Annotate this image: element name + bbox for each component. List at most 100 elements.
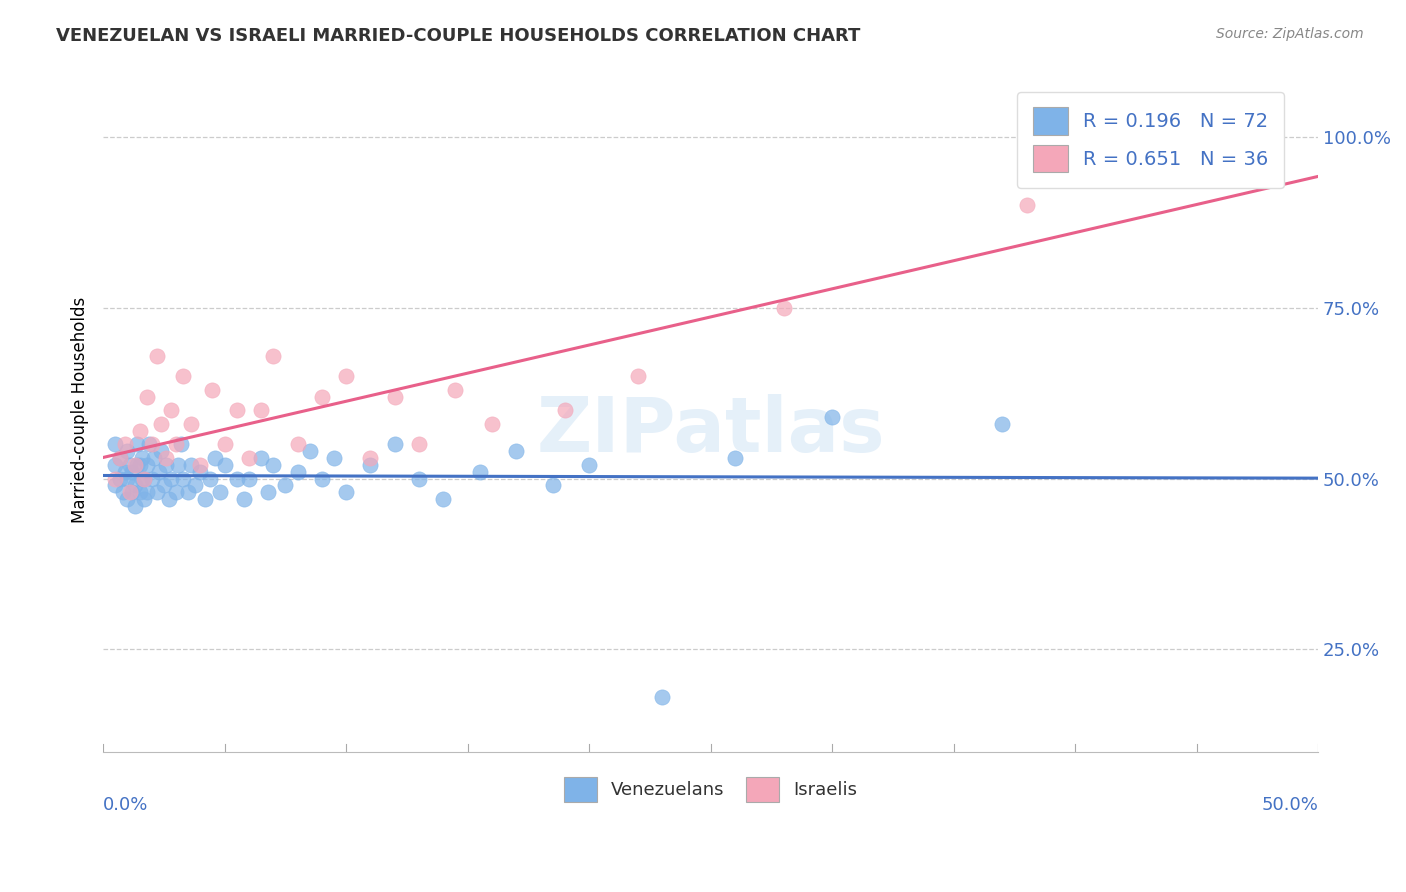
Point bbox=[135, 390, 157, 404]
Point bbox=[145, 349, 167, 363]
Point bbox=[114, 465, 136, 479]
Point bbox=[311, 390, 333, 404]
Point bbox=[141, 437, 163, 451]
Point bbox=[323, 451, 346, 466]
Point bbox=[201, 383, 224, 397]
Point bbox=[262, 349, 284, 363]
Point bbox=[335, 485, 357, 500]
Point bbox=[145, 485, 167, 500]
Point bbox=[1258, 129, 1281, 144]
Point bbox=[384, 437, 406, 451]
Point bbox=[233, 491, 256, 506]
Point bbox=[172, 471, 194, 485]
Point bbox=[135, 485, 157, 500]
Point bbox=[724, 451, 747, 466]
Point bbox=[772, 301, 794, 315]
Point bbox=[184, 478, 207, 492]
Point bbox=[444, 383, 467, 397]
Point bbox=[287, 437, 309, 451]
Point bbox=[128, 424, 150, 438]
Text: Source: ZipAtlas.com: Source: ZipAtlas.com bbox=[1216, 27, 1364, 41]
Legend: Venezuelans, Israelis: Venezuelans, Israelis bbox=[555, 768, 866, 811]
Text: VENEZUELAN VS ISRAELI MARRIED-COUPLE HOUSEHOLDS CORRELATION CHART: VENEZUELAN VS ISRAELI MARRIED-COUPLE HOU… bbox=[56, 27, 860, 45]
Point bbox=[481, 417, 503, 431]
Point bbox=[1015, 198, 1038, 212]
Point bbox=[104, 458, 127, 472]
Text: 50.0%: 50.0% bbox=[1261, 797, 1319, 814]
Point bbox=[131, 471, 153, 485]
Point bbox=[208, 485, 231, 500]
Point bbox=[991, 417, 1014, 431]
Point bbox=[274, 478, 297, 492]
Point bbox=[114, 437, 136, 451]
Point bbox=[298, 444, 321, 458]
Point bbox=[188, 458, 211, 472]
Point bbox=[111, 485, 134, 500]
Point bbox=[134, 471, 156, 485]
Point bbox=[124, 499, 146, 513]
Point bbox=[384, 390, 406, 404]
Point bbox=[167, 458, 190, 472]
Point bbox=[128, 485, 150, 500]
Point bbox=[165, 437, 187, 451]
Point bbox=[153, 478, 176, 492]
Point bbox=[165, 485, 187, 500]
Point bbox=[214, 437, 236, 451]
Point bbox=[155, 458, 177, 472]
Point bbox=[180, 417, 202, 431]
Point bbox=[188, 465, 211, 479]
Point bbox=[124, 458, 146, 472]
Point bbox=[121, 485, 143, 500]
Point bbox=[408, 471, 430, 485]
Point bbox=[238, 471, 260, 485]
Point bbox=[225, 403, 247, 417]
Point bbox=[150, 444, 173, 458]
Point bbox=[157, 491, 180, 506]
Point bbox=[108, 451, 131, 466]
Point bbox=[335, 369, 357, 384]
Point bbox=[150, 417, 173, 431]
Point bbox=[124, 478, 146, 492]
Point bbox=[359, 458, 381, 472]
Point bbox=[541, 478, 564, 492]
Point bbox=[204, 451, 226, 466]
Point bbox=[432, 491, 454, 506]
Point bbox=[135, 458, 157, 472]
Text: 0.0%: 0.0% bbox=[103, 797, 149, 814]
Point bbox=[554, 403, 576, 417]
Point bbox=[821, 410, 844, 425]
Point bbox=[148, 465, 170, 479]
Point bbox=[250, 403, 273, 417]
Point bbox=[311, 471, 333, 485]
Point bbox=[117, 444, 139, 458]
Y-axis label: Married-couple Households: Married-couple Households bbox=[72, 297, 89, 524]
Point bbox=[134, 471, 156, 485]
Point bbox=[160, 403, 183, 417]
Point bbox=[225, 471, 247, 485]
Point bbox=[104, 478, 127, 492]
Point bbox=[141, 471, 163, 485]
Point bbox=[214, 458, 236, 472]
Point bbox=[117, 491, 139, 506]
Point bbox=[238, 451, 260, 466]
Point bbox=[108, 471, 131, 485]
Text: ZIPatlas: ZIPatlas bbox=[536, 393, 884, 467]
Point bbox=[118, 458, 141, 472]
Point bbox=[651, 690, 673, 705]
Point bbox=[117, 471, 139, 485]
Point bbox=[170, 437, 193, 451]
Point bbox=[138, 437, 160, 451]
Point bbox=[180, 458, 202, 472]
Point bbox=[127, 437, 149, 451]
Point bbox=[104, 437, 127, 451]
Point bbox=[155, 451, 177, 466]
Point bbox=[578, 458, 600, 472]
Point bbox=[131, 451, 153, 466]
Point bbox=[505, 444, 527, 458]
Point bbox=[118, 485, 141, 500]
Point bbox=[143, 451, 166, 466]
Point bbox=[198, 471, 221, 485]
Point bbox=[108, 451, 131, 466]
Point bbox=[104, 471, 127, 485]
Point bbox=[177, 485, 200, 500]
